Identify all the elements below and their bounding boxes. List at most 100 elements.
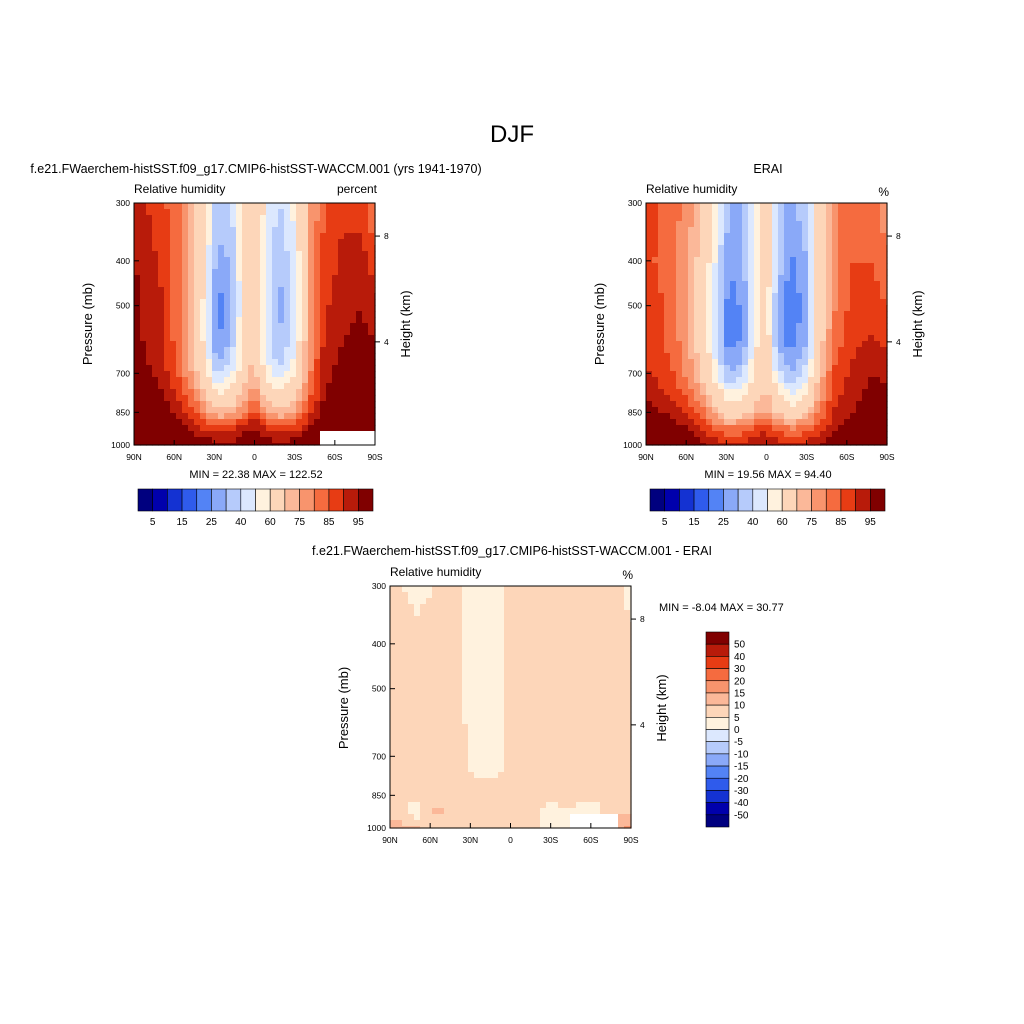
field-cell bbox=[302, 305, 309, 312]
field-cell bbox=[682, 227, 689, 234]
field-cell bbox=[588, 646, 595, 653]
field-cell bbox=[236, 305, 243, 312]
field-cell bbox=[766, 335, 773, 342]
field-cell bbox=[664, 347, 671, 354]
field-cell bbox=[164, 377, 171, 384]
field-cell bbox=[314, 377, 321, 384]
field-cell bbox=[176, 353, 183, 360]
field-cell bbox=[486, 778, 493, 785]
field-cell bbox=[480, 664, 487, 671]
field-cell bbox=[266, 275, 273, 282]
field-cell bbox=[438, 694, 445, 701]
field-cell bbox=[670, 203, 677, 210]
field-cell bbox=[326, 323, 333, 330]
field-cell bbox=[432, 634, 439, 641]
field-cell bbox=[338, 305, 345, 312]
field-cell bbox=[176, 401, 183, 408]
field-cell bbox=[368, 287, 375, 294]
field-cell bbox=[326, 365, 333, 372]
field-cell bbox=[206, 341, 213, 348]
x-tick-label: 60N bbox=[678, 452, 694, 462]
field-cell bbox=[350, 209, 357, 216]
field-cell bbox=[832, 419, 839, 426]
field-cell bbox=[314, 413, 321, 420]
field-cell bbox=[504, 694, 511, 701]
field-cell bbox=[344, 293, 351, 300]
field-cell bbox=[438, 646, 445, 653]
field-cell bbox=[302, 293, 309, 300]
field-cell bbox=[296, 227, 303, 234]
field-cell bbox=[314, 287, 321, 294]
field-cell bbox=[396, 772, 403, 779]
field-cell bbox=[278, 353, 285, 360]
field-cell bbox=[528, 688, 535, 695]
field-cell bbox=[600, 598, 607, 605]
field-cell bbox=[730, 431, 737, 438]
field-cell bbox=[236, 227, 243, 234]
field-cell bbox=[534, 688, 541, 695]
field-cell bbox=[170, 323, 177, 330]
field-cell bbox=[802, 365, 809, 372]
field-cell bbox=[790, 425, 797, 432]
field-cell bbox=[760, 323, 767, 330]
field-cell bbox=[414, 796, 421, 803]
field-cell bbox=[772, 407, 779, 414]
field-cell bbox=[700, 269, 707, 276]
field-cell bbox=[402, 664, 409, 671]
field-cell bbox=[522, 772, 529, 779]
field-cell bbox=[350, 311, 357, 318]
field-cell bbox=[468, 604, 475, 611]
field-cell bbox=[862, 419, 869, 426]
field-cell bbox=[278, 323, 285, 330]
field-cell bbox=[444, 766, 451, 773]
field-cell bbox=[594, 694, 601, 701]
field-cell bbox=[368, 365, 375, 372]
field-cell bbox=[588, 700, 595, 707]
field-cell bbox=[236, 347, 243, 354]
field-cell bbox=[594, 604, 601, 611]
field-cell bbox=[206, 251, 213, 258]
field-cell bbox=[474, 652, 481, 659]
field-cell bbox=[522, 796, 529, 803]
field-cell bbox=[676, 251, 683, 258]
field-cell bbox=[486, 724, 493, 731]
field-cell bbox=[248, 407, 255, 414]
field-cell bbox=[838, 443, 845, 446]
field-cell bbox=[576, 598, 583, 605]
field-cell bbox=[498, 730, 505, 737]
field-cell bbox=[832, 401, 839, 408]
field-cell bbox=[612, 790, 619, 797]
field-cell bbox=[390, 766, 397, 773]
field-cell bbox=[772, 383, 779, 390]
colorbar-swatch bbox=[137, 488, 153, 512]
field-cell bbox=[706, 239, 713, 246]
field-cell bbox=[218, 275, 225, 282]
field-cell bbox=[308, 299, 315, 306]
field-cell bbox=[480, 670, 487, 677]
field-cell bbox=[802, 269, 809, 276]
field-cell bbox=[396, 712, 403, 719]
field-cell bbox=[188, 245, 195, 252]
field-cell bbox=[606, 610, 613, 617]
field-cell bbox=[260, 359, 267, 366]
field-cell bbox=[600, 640, 607, 647]
field-cell bbox=[838, 323, 845, 330]
field-cell bbox=[272, 359, 279, 366]
field-cell bbox=[844, 353, 851, 360]
field-cell bbox=[432, 790, 439, 797]
field-cell bbox=[302, 299, 309, 306]
field-cell bbox=[164, 287, 171, 294]
field-cell bbox=[402, 730, 409, 737]
field-cell bbox=[344, 239, 351, 246]
field-cell bbox=[576, 634, 583, 641]
field-cell bbox=[486, 688, 493, 695]
field-cell bbox=[290, 203, 297, 210]
field-cell bbox=[844, 215, 851, 222]
field-cell bbox=[248, 209, 255, 216]
field-cell bbox=[670, 365, 677, 372]
x-tick-label: 90S bbox=[879, 452, 894, 462]
field-cell bbox=[546, 700, 553, 707]
field-cell bbox=[420, 736, 427, 743]
field-cell bbox=[200, 299, 207, 306]
field-cell bbox=[206, 221, 213, 228]
